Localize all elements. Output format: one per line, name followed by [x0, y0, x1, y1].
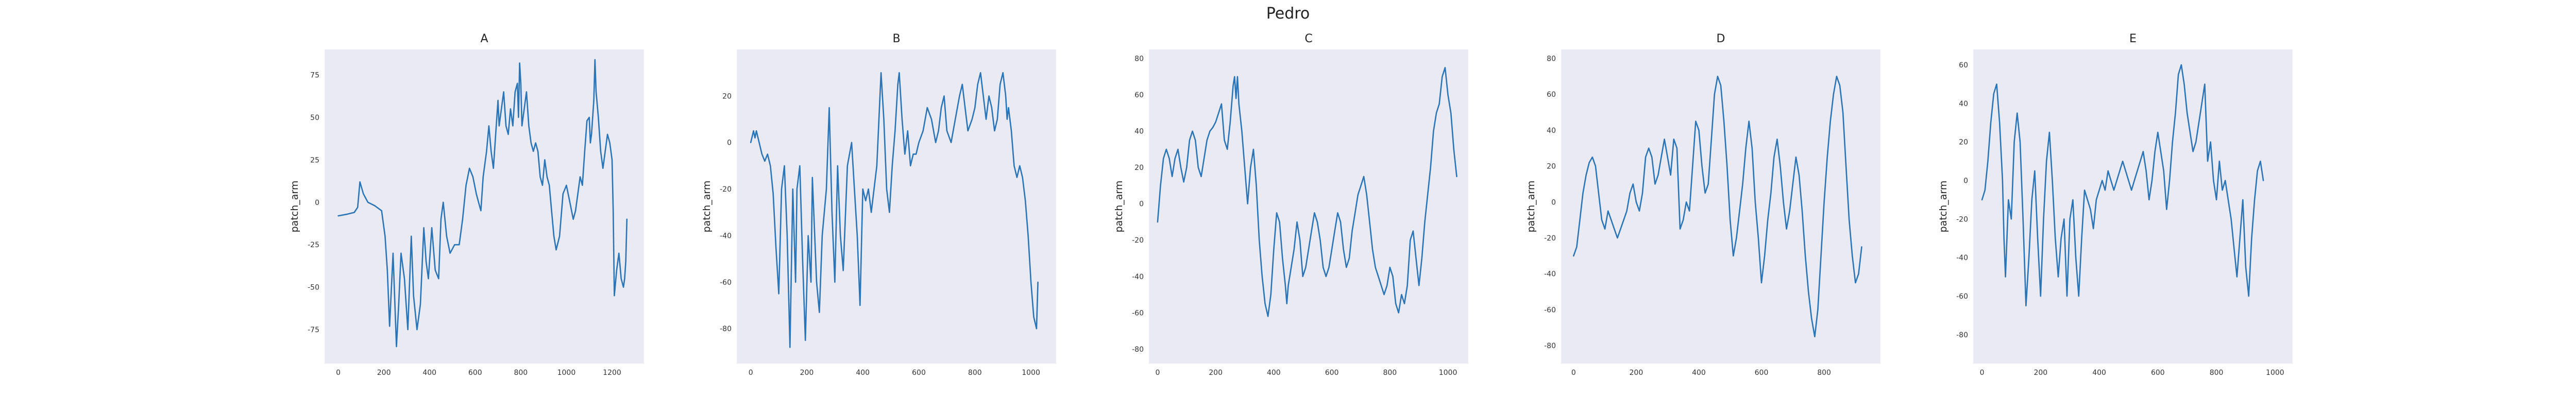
y-tick-label: -60: [1132, 309, 1144, 317]
x-tick-label: 800: [968, 369, 982, 377]
x-tick-label: 800: [514, 369, 528, 377]
y-tick-label: 20: [1134, 164, 1144, 172]
subplot-title: C: [1304, 32, 1312, 45]
x-tick-label: 200: [377, 369, 391, 377]
x-tick-label: 800: [1817, 369, 1831, 377]
subplot-title: D: [1717, 32, 1725, 45]
x-tick-label: 400: [856, 369, 870, 377]
y-tick-label: 50: [310, 114, 319, 122]
y-tick-label: -80: [1956, 331, 1968, 339]
y-tick-label: 80: [1547, 55, 1556, 63]
y-tick-label: -80: [1132, 346, 1144, 354]
y-axis-label: patch_arm: [1526, 181, 1537, 233]
y-tick-label: 60: [1547, 91, 1556, 99]
x-tick-label: 200: [2033, 369, 2047, 377]
y-tick-label: -40: [720, 232, 732, 240]
y-tick-label: 0: [727, 139, 732, 147]
y-tick-label: -20: [1132, 236, 1144, 245]
y-tick-label: -60: [1956, 293, 1968, 301]
y-tick-label: 60: [1959, 61, 1968, 70]
y-tick-label: -20: [1544, 234, 1556, 243]
subplot-title: A: [480, 32, 488, 45]
y-tick-label: 0: [315, 199, 319, 207]
x-tick-label: 0: [336, 369, 341, 377]
y-tick-label: -40: [1132, 273, 1144, 281]
x-tick-label: 400: [2092, 369, 2106, 377]
y-tick-label: 40: [1134, 128, 1144, 136]
x-tick-label: 600: [1755, 369, 1769, 377]
y-tick-label: -75: [308, 326, 319, 334]
series-line-0: [337, 59, 628, 348]
y-tick-label: -40: [1544, 270, 1556, 279]
y-axis-label: patch_arm: [1938, 181, 1949, 233]
y-tick-label: 0: [1551, 198, 1556, 207]
x-tick-label: 600: [912, 369, 926, 377]
subplot-title: B: [892, 32, 900, 45]
y-axis-label: patch_arm: [289, 181, 300, 233]
x-tick-label: 0: [1571, 369, 1576, 377]
x-tick-label: 1000: [1439, 369, 1458, 377]
x-tick-label: 1000: [1022, 369, 1040, 377]
y-tick-label: 0: [1139, 200, 1144, 209]
y-tick-label: 25: [310, 156, 319, 164]
series-line-0: [1981, 64, 2264, 306]
series-line-0: [1573, 76, 1862, 337]
subplot-title: E: [2129, 32, 2137, 45]
y-tick-label: -60: [1544, 306, 1556, 314]
x-tick-label: 1000: [557, 369, 576, 377]
plot-area: [325, 49, 644, 364]
y-tick-label: 40: [1547, 127, 1556, 135]
y-tick-label: 75: [310, 71, 319, 79]
x-tick-label: 200: [1630, 369, 1643, 377]
y-tick-label: 20: [1959, 139, 1968, 147]
series-line-0: [1157, 67, 1458, 317]
x-tick-label: 0: [1980, 369, 1985, 377]
y-tick-label: -20: [1956, 215, 1968, 224]
x-tick-label: 400: [422, 369, 436, 377]
x-tick-label: 1000: [2266, 369, 2284, 377]
x-tick-label: 200: [1209, 369, 1223, 377]
x-tick-label: 800: [2210, 369, 2224, 377]
y-axis-label: patch_arm: [1113, 181, 1125, 233]
x-tick-label: 0: [749, 369, 753, 377]
plot-area: [1149, 49, 1468, 364]
y-tick-label: 20: [722, 92, 732, 100]
y-tick-label: -50: [308, 284, 319, 292]
y-tick-label: -80: [720, 325, 732, 333]
y-tick-label: 20: [1547, 163, 1556, 171]
y-tick-label: -60: [720, 279, 732, 287]
y-tick-label: -40: [1956, 254, 1968, 262]
plot-area: [1973, 49, 2293, 364]
x-tick-label: 0: [1155, 369, 1160, 377]
x-tick-label: 600: [468, 369, 482, 377]
y-tick-label: -25: [308, 241, 319, 249]
y-axis-label: patch_arm: [701, 181, 713, 233]
x-tick-label: 600: [1325, 369, 1339, 377]
x-tick-label: 400: [1692, 369, 1706, 377]
x-tick-label: 1200: [603, 369, 621, 377]
y-tick-label: 40: [1959, 100, 1968, 108]
series-line-0: [750, 72, 1039, 348]
x-tick-label: 200: [800, 369, 814, 377]
y-tick-label: -80: [1544, 342, 1556, 350]
plot-area: [1561, 49, 1880, 364]
x-tick-label: 600: [2151, 369, 2165, 377]
y-tick-label: 0: [1963, 177, 1968, 185]
y-tick-label: -20: [720, 185, 732, 194]
figure-title: Pedro: [1266, 5, 1310, 23]
x-tick-label: 800: [1383, 369, 1397, 377]
x-tick-label: 400: [1267, 369, 1281, 377]
y-tick-label: 80: [1134, 55, 1144, 63]
y-tick-label: 60: [1134, 91, 1144, 99]
